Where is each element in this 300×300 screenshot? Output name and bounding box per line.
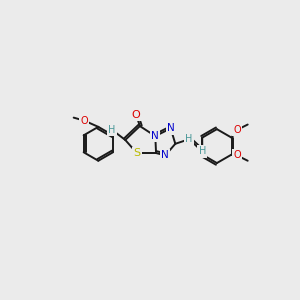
Text: H: H [199, 146, 206, 157]
Text: N: N [152, 131, 159, 141]
Text: O: O [81, 116, 88, 126]
Text: S: S [133, 148, 140, 158]
Text: N: N [161, 150, 169, 160]
Text: H: H [185, 134, 193, 144]
Text: N: N [167, 123, 175, 134]
Text: O: O [233, 125, 241, 135]
Text: O: O [132, 110, 140, 119]
Text: O: O [233, 150, 241, 160]
Text: H: H [109, 125, 116, 135]
